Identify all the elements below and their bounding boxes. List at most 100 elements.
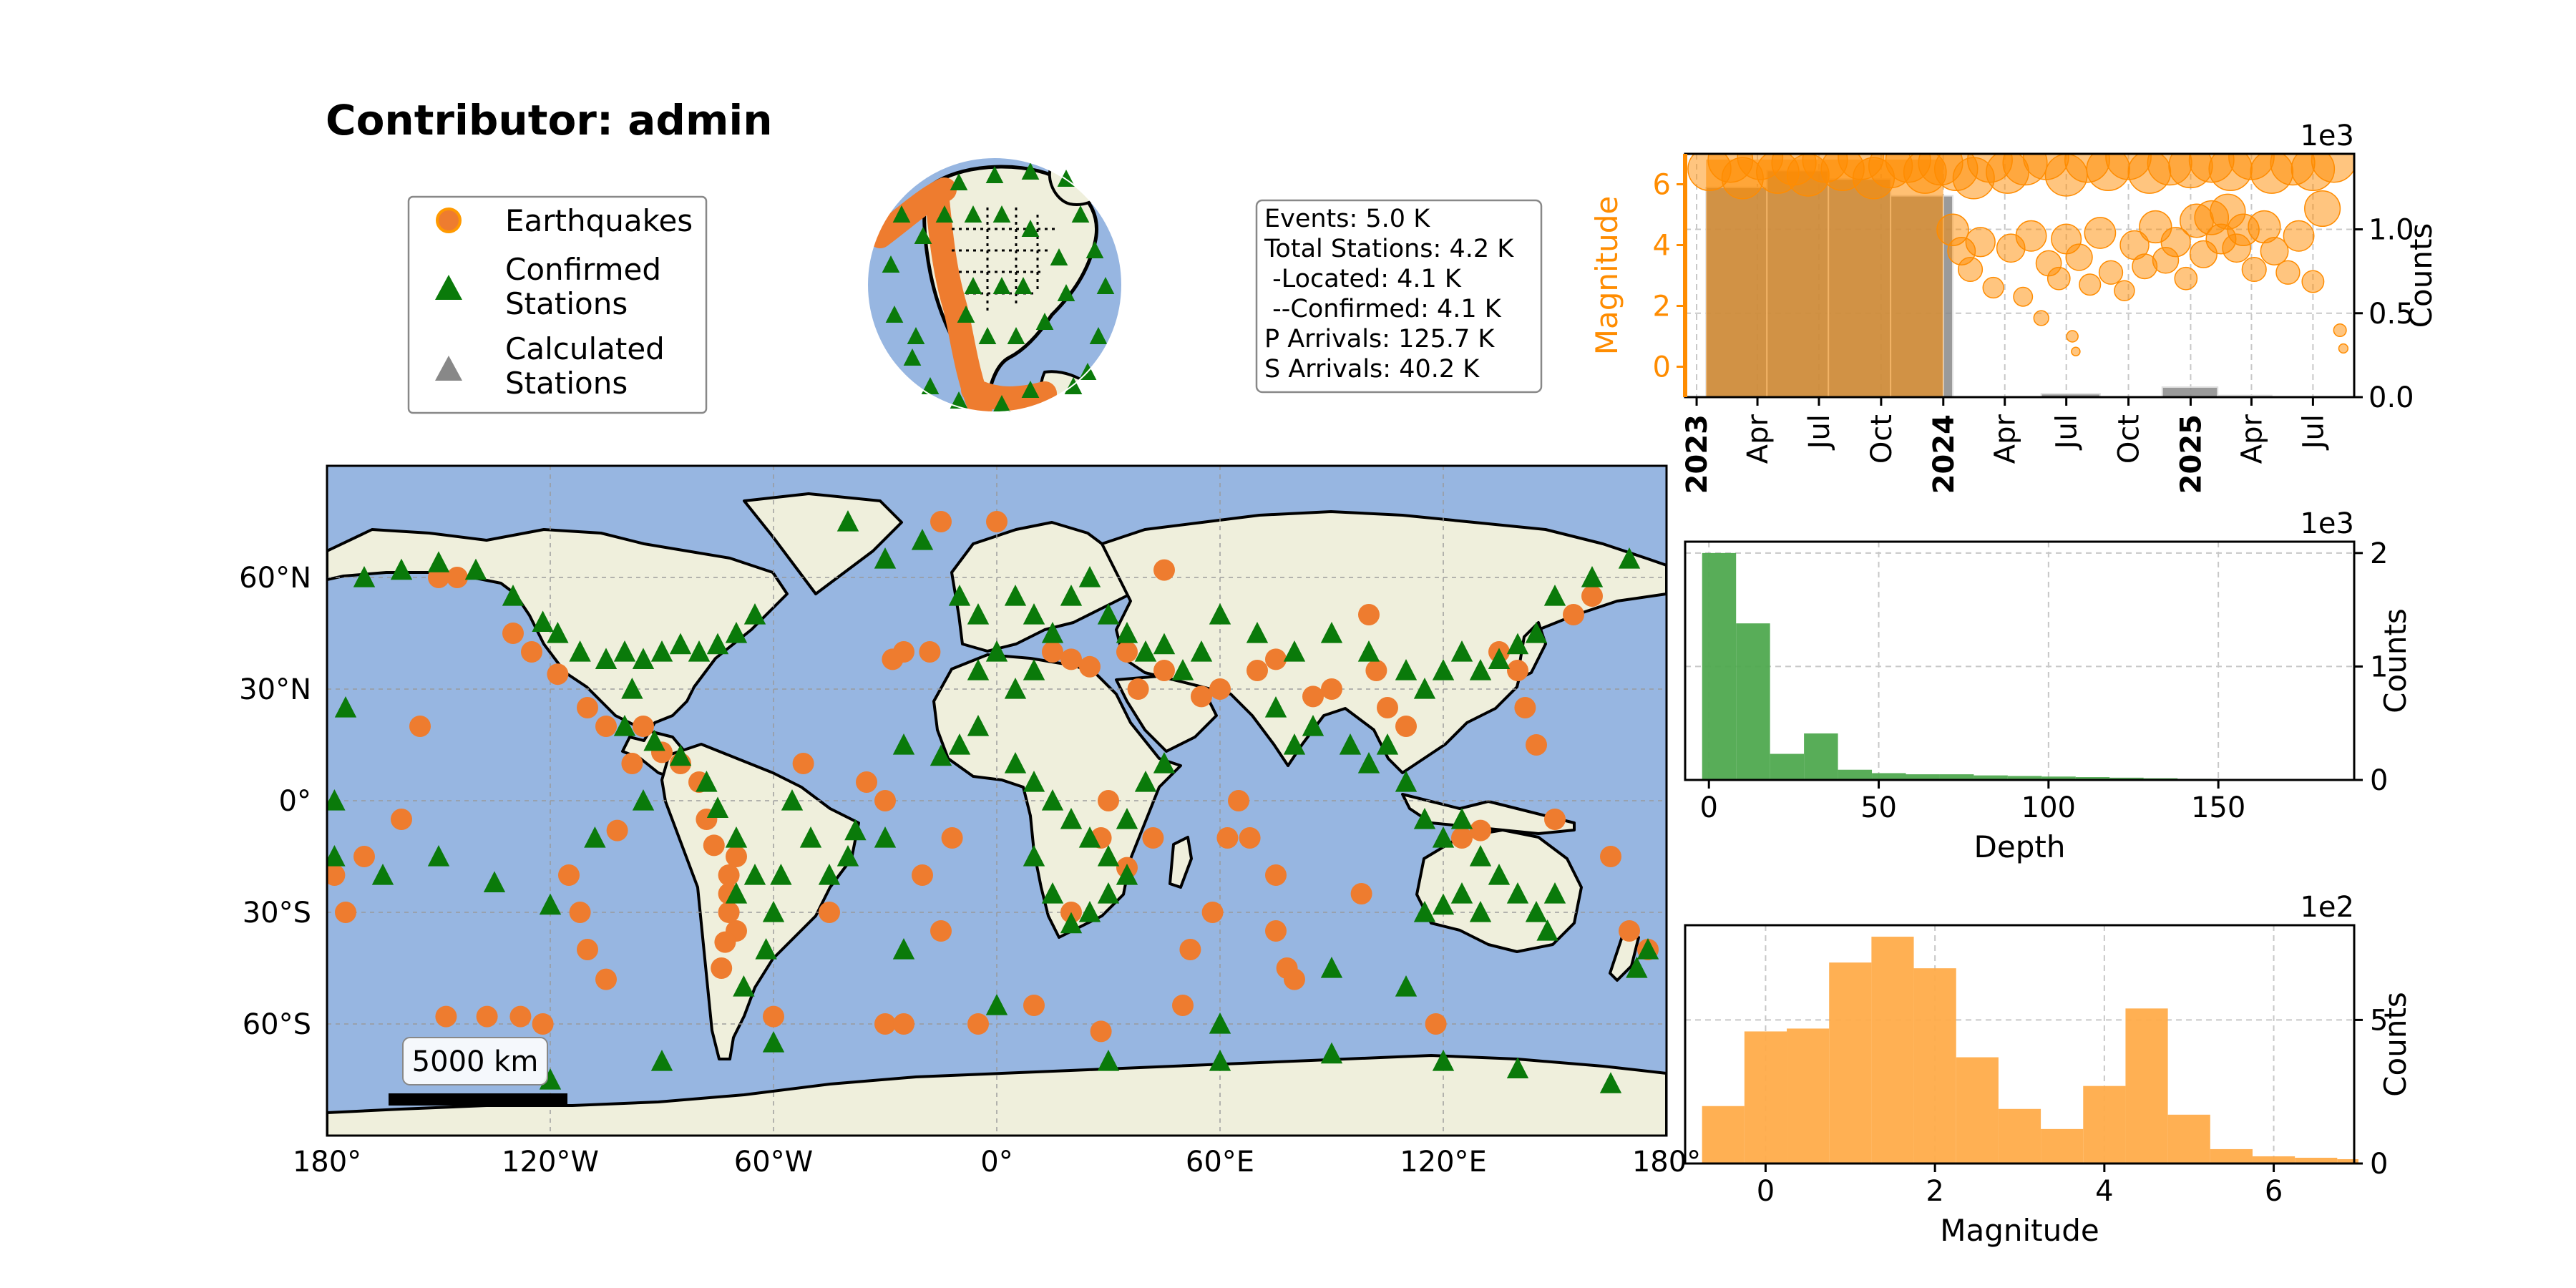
station-marker (892, 938, 915, 960)
stats-events: Events: 5.0 K (1264, 205, 1430, 233)
station-marker (390, 558, 413, 580)
depth-x-tick-label: 0 (1699, 791, 1717, 824)
earthquake-marker (1142, 827, 1164, 849)
station-marker (613, 640, 636, 662)
station-marker (532, 610, 554, 632)
station-marker (1153, 752, 1176, 774)
station-marker (1320, 622, 1343, 643)
scale-bar-label: 5000 km (412, 1045, 539, 1078)
earthquake-marker (577, 697, 598, 718)
station-marker (1432, 826, 1455, 848)
station-marker (836, 845, 859, 867)
station-marker (1432, 893, 1455, 915)
world-map: 180° 120°W 60°W 0° 60°E 120°E 180° 60°N 30°N 0° 3… (239, 464, 1701, 1179)
timeline-event-marker (2079, 273, 2102, 296)
station-marker (1190, 640, 1213, 662)
map-x-tick-label: 120°W (502, 1146, 599, 1179)
timeline-event-marker (2046, 266, 2071, 291)
earthquake-marker (502, 623, 524, 644)
station-marker (1004, 678, 1027, 699)
earthquake-marker (1265, 920, 1287, 942)
station-marker (1097, 1050, 1120, 1071)
map-y-ticks: 60°N 30°N 0° 30°S 60°S (239, 562, 311, 1041)
earthquake-marker (856, 771, 877, 793)
timeline-x-tick-label: 2025 (2175, 414, 2207, 494)
depth-bar (1770, 753, 1805, 780)
map-y-tick-label: 30°S (243, 897, 311, 930)
earthquake-marker (1470, 819, 1491, 841)
station-marker (1060, 912, 1083, 934)
depth-y-tick-label: 0 (2370, 764, 2388, 797)
earthquake-marker (1090, 1020, 1112, 1043)
station-marker (1097, 845, 1120, 867)
earthquake-marker (1098, 790, 1119, 811)
depth-bar (1838, 769, 1873, 780)
earthquake-marker (1127, 678, 1149, 700)
earthquake-marker (986, 511, 1008, 532)
timeline-y-axis-label: Magnitude (1589, 196, 1624, 356)
station-marker (1004, 752, 1027, 774)
earthquake-marker (1079, 655, 1101, 678)
map-y-tick-label: 60°N (239, 562, 311, 595)
station-marker (1506, 882, 1529, 904)
earthquake-marker (718, 864, 740, 886)
magnitude-bar (2337, 1158, 2358, 1163)
earthquake-marker (1350, 883, 1372, 904)
station-marker (1543, 585, 1566, 606)
station-marker (1209, 1013, 1231, 1034)
station-marker (948, 733, 971, 755)
legend-label-earthquakes: Earthquakes (505, 203, 693, 238)
stats-total-stations: Total Stations: 4.2 K (1264, 235, 1514, 263)
earthquake-marker (882, 648, 904, 670)
station-marker (632, 789, 655, 811)
station-marker (1302, 715, 1324, 736)
station-marker (650, 1050, 673, 1071)
station-marker (502, 585, 525, 606)
magnitude-bar (1787, 1028, 1830, 1163)
globe-station-marker (950, 173, 968, 191)
earthquake-marker (1060, 648, 1082, 670)
depth-histogram: 0 50 100 150 0 1 2 1e3 Depth Counts (1684, 507, 2413, 864)
globe-station-marker (957, 306, 975, 323)
station-marker (1488, 864, 1511, 885)
station-marker (613, 715, 636, 736)
earthquake-marker (547, 663, 569, 686)
earthquake-marker (874, 1013, 896, 1035)
timeline-event-marker (2260, 237, 2289, 265)
station-marker (706, 796, 729, 818)
map-x-tick-label: 60°W (734, 1146, 813, 1179)
globe-station-marker (964, 205, 982, 223)
earthquake-marker (1451, 827, 1473, 849)
timeline-y-tick-label: 4 (1653, 230, 1671, 263)
timeline-event-marker (1982, 276, 2004, 299)
timeline-x-tick-label: Apr (2235, 414, 2268, 464)
land-indonesia (1401, 793, 1576, 835)
station-marker (1357, 752, 1380, 774)
earthquake-marker (1514, 697, 1536, 718)
earthquake-marker (353, 846, 375, 867)
globe-station-marker (892, 205, 911, 223)
earthquake-marker (1365, 660, 1387, 681)
depth-y-multiplier: 1e3 (2300, 507, 2354, 540)
globe-station-marker (964, 277, 982, 295)
globe-station-marker (992, 277, 1011, 295)
timeline-event-marker (2338, 343, 2349, 354)
timeline-count-bar (2161, 386, 2219, 397)
station-marker (706, 633, 729, 655)
legend-label-calculated: Calculated Stations (505, 331, 665, 401)
globe-station-marker (907, 327, 925, 345)
legend: Earthquakes Confirmed Stations Calculated… (407, 195, 708, 414)
earthquake-marker (1265, 864, 1287, 886)
figure-title: Contributor: admin (326, 96, 773, 145)
station-marker (1078, 826, 1101, 848)
timeline-event-marker (1958, 256, 1984, 283)
station-marker (799, 826, 822, 848)
earthquake-marker (577, 939, 598, 960)
timeline-event-marker (2098, 260, 2124, 285)
station-marker (1469, 845, 1492, 867)
earthquake-marker (435, 1005, 457, 1028)
depth-bar (1906, 774, 1940, 780)
earthquake-marker (327, 864, 346, 886)
timeline-x-tick-label: Apr (1742, 414, 1775, 464)
